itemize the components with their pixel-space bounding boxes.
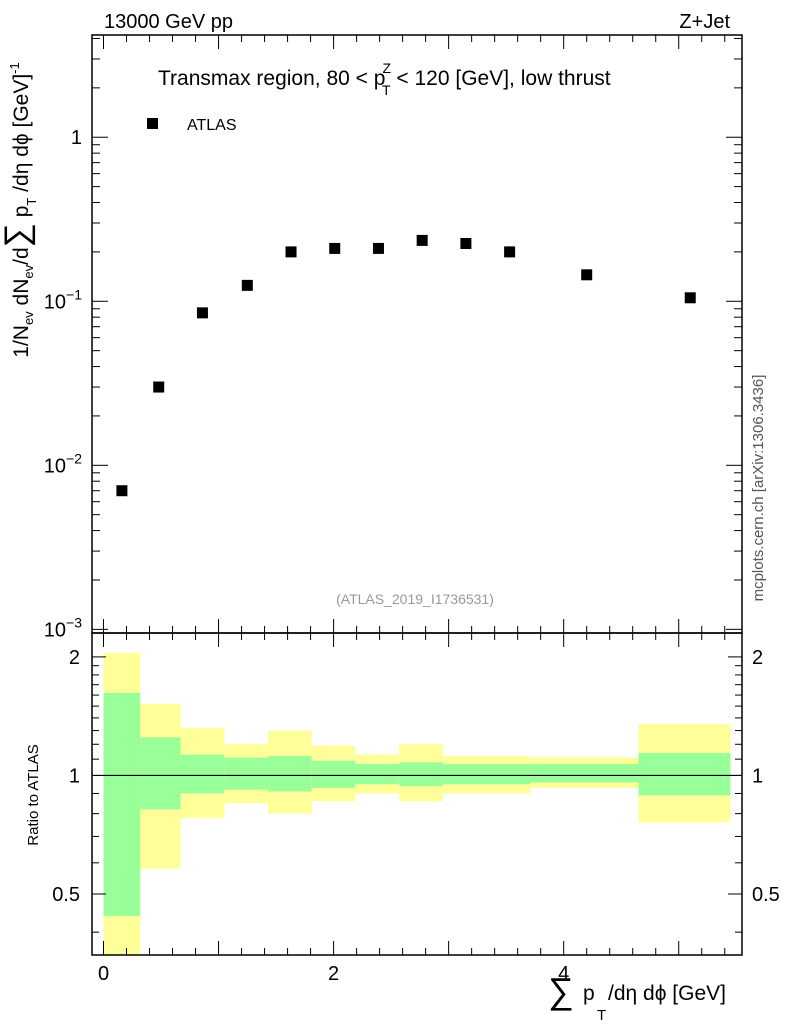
ratio-bands (103, 652, 731, 955)
main-axis-ticks: 10−3 10−2 10−1 1 (44, 35, 742, 641)
data-point-11 (684, 292, 696, 304)
ratio-inner-band-9 (530, 763, 639, 783)
main-panel-title: Transmax region, 80 < pZ T < 120 [GeV], l… (158, 60, 611, 98)
main-ytick-label: 10−2 (44, 450, 82, 477)
main-ytick-label: 10−1 (44, 286, 82, 313)
x-axis-label: ∑ p T /dη dϕ [GeV] (548, 970, 726, 1024)
ratio-inner-band-8 (442, 763, 531, 785)
main-ytick-label: 1 (71, 127, 82, 149)
ratio-inner-band-0 (103, 692, 141, 916)
main-y-axis-label: 1/Nev dNev/d∑ pT /dη dϕ [GeV]-1 (0, 62, 39, 357)
ratio-inner-band-2 (180, 754, 225, 794)
ratio-ytick-label-left: 0.5 (52, 884, 80, 906)
analysis-id: (ATLAS_2019_I1736531) (336, 591, 494, 607)
legend-marker (147, 118, 158, 129)
ratio-ytick-label-left: 2 (69, 647, 80, 669)
main-ytick-label: 10−3 (44, 614, 82, 641)
ratio-inner-band-5 (311, 760, 356, 788)
ratio-axis-ticks: 0 2 4 0.5 0.5 1 1 2 2 (52, 633, 780, 985)
data-point-0 (116, 485, 128, 497)
data-point-2 (196, 307, 208, 319)
x-axis-subscript: T (597, 1007, 606, 1024)
ratio-inner-band-1 (140, 737, 181, 810)
data-point-3 (241, 279, 253, 291)
data-point-4 (285, 246, 297, 258)
x-tick-label: 0 (98, 963, 109, 985)
ratio-ytick-label-right: 2 (752, 647, 763, 669)
x-axis-sum-symbol: ∑ (548, 970, 574, 1011)
data-point-6 (372, 242, 384, 254)
ratio-ytick-label-right: 1 (752, 765, 763, 787)
data-point-5 (329, 242, 341, 254)
ratio-ytick-label-right: 0.5 (752, 884, 780, 906)
ratio-inner-band-6 (355, 763, 400, 785)
ratio-panel-frame (91, 632, 743, 956)
data-point-1 (153, 381, 165, 393)
header-left: 13000 GeV pp (104, 11, 233, 33)
ratio-inner-band-3 (224, 757, 269, 790)
header-right: Z+Jet (679, 11, 730, 33)
data-point-7 (416, 234, 428, 246)
ratio-y-axis-label: Ratio to ATLAS (25, 744, 42, 845)
x-axis-p: p (583, 982, 595, 1005)
x-tick-label: 2 (328, 963, 339, 985)
legend-label: ATLAS (187, 117, 237, 134)
x-axis-rest: /dη dϕ [GeV] (608, 982, 726, 1005)
data-point-10 (581, 269, 593, 281)
ratio-ytick-label-left: 1 (69, 765, 80, 787)
x-tick-label: 4 (558, 963, 569, 985)
data-point-9 (504, 246, 516, 258)
ratio-inner-band-7 (399, 762, 443, 787)
data-point-8 (460, 238, 472, 250)
main-data-points (116, 234, 696, 497)
legend: ATLAS (147, 117, 237, 134)
ratio-inner-band-10 (638, 753, 731, 796)
ratio-inner-band-4 (268, 756, 312, 792)
side-label: mcplots.cern.ch [arXiv:1306.3436] (750, 375, 767, 602)
